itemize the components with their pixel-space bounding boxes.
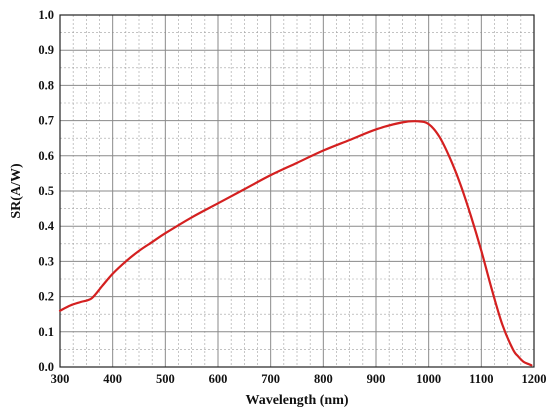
x-tick-label: 1000: [416, 372, 441, 386]
grid: [59, 14, 535, 368]
y-tick-label: 0.6: [38, 149, 54, 163]
x-tick-label: 400: [103, 372, 122, 386]
y-tick-label: 0.7: [38, 114, 54, 128]
y-axis-title: SR(A/W): [9, 163, 24, 219]
y-tick-label: 0.0: [38, 360, 54, 374]
y-tick-label: 0.2: [38, 290, 54, 304]
plot-frame: [59, 14, 535, 368]
x-tick-label: 1100: [469, 372, 493, 386]
x-tick-label: 300: [51, 372, 70, 386]
y-tick-label: 0.3: [38, 254, 54, 268]
y-tick-label: 0.4: [38, 219, 54, 233]
x-tick-label: 900: [367, 372, 386, 386]
y-tick-label: 0.9: [38, 43, 54, 57]
y-tick-label: 0.5: [38, 184, 54, 198]
y-tick-label: 0.8: [38, 78, 54, 92]
y-tick-label: 0.1: [38, 325, 54, 339]
series-layer: [58, 120, 533, 367]
x-tick-label: 800: [314, 372, 333, 386]
series-line: [58, 120, 533, 367]
y-tick-label: 1.0: [38, 8, 54, 22]
tick-labels: 300 400 500 600 700 800 900 1000 1100 1200 0.0 0.1 0…: [38, 8, 546, 386]
x-tick-label: 600: [209, 372, 228, 386]
x-tick-label: 1200: [522, 372, 547, 386]
x-tick-label: 700: [261, 372, 280, 386]
x-axis-title: Wavelength (nm): [245, 393, 348, 408]
x-tick-label: 500: [156, 372, 175, 386]
